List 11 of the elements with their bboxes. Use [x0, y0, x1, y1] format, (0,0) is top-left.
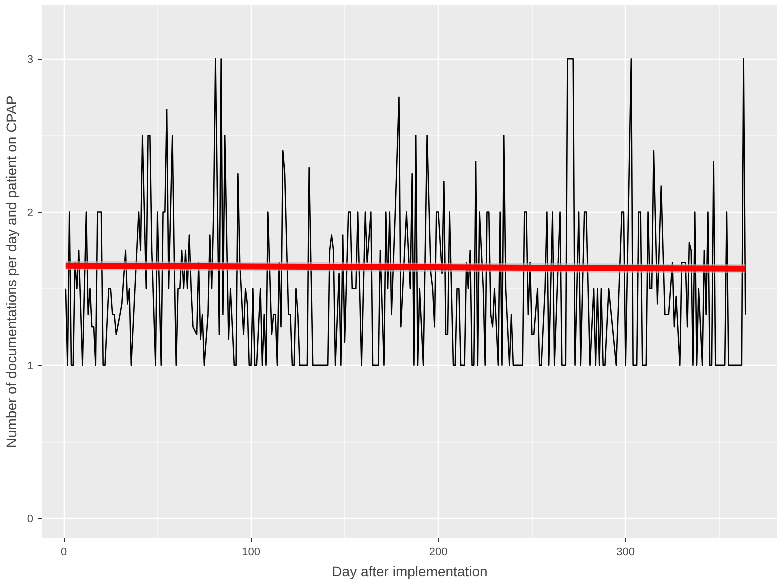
- y-tick-label: 0: [27, 514, 34, 526]
- y-tick-label: 1: [27, 360, 34, 372]
- x-tick-label: 0: [60, 546, 68, 558]
- y-tick-label: 3: [27, 54, 34, 66]
- x-axis-title: Day after implementation: [332, 564, 488, 580]
- x-tick-label: 100: [242, 546, 260, 558]
- x-tick-label: 300: [616, 546, 635, 558]
- x-tick-label: 200: [429, 546, 448, 558]
- y-axis-title: Number of documentations per day and patient on CPAP: [3, 96, 20, 448]
- line-series: [65, 58, 746, 366]
- y-tick-label: 2: [27, 207, 34, 220]
